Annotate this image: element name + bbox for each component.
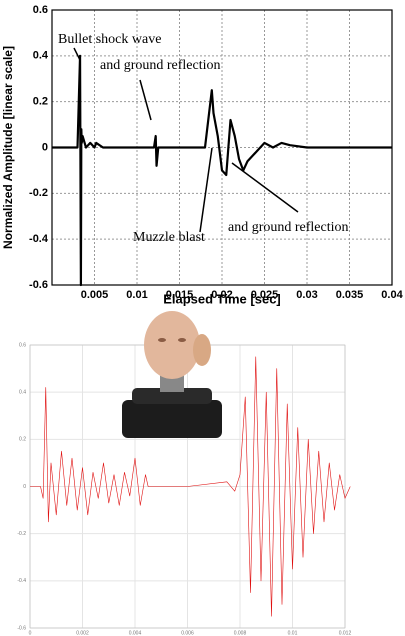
y-tick-label: 0.4 [19, 389, 26, 395]
head-simulator-image [122, 311, 222, 438]
annotation: Bullet shock wave [58, 32, 161, 47]
x-tick-label: 0.02 [211, 289, 232, 301]
x-tick-label: 0.025 [251, 289, 279, 301]
x-tick-label: 0.006 [181, 630, 194, 636]
data-line [52, 54, 392, 287]
x-tick-label: 0.015 [166, 289, 194, 301]
x-axis-label: Elapsed Time [sec] [163, 291, 281, 306]
y-tick-label: 0.6 [19, 342, 26, 348]
y-tick-label: 0.4 [33, 50, 49, 62]
annotation: Muzzle blast [133, 230, 205, 245]
y-tick-label: -0.4 [29, 233, 49, 245]
y-tick-label: -0.6 [17, 625, 26, 631]
annotation: and ground reflection [228, 220, 349, 235]
ear [193, 334, 211, 366]
x-tick-label: 0.008 [234, 630, 247, 636]
x-tick-label: 0.002 [76, 630, 89, 636]
y-tick-label: 0 [23, 484, 26, 490]
y-tick-label: 0.6 [33, 4, 48, 16]
arrow [73, 47, 81, 61]
x-tick-label: 0.04 [381, 289, 403, 301]
x-tick-label: 0.012 [339, 630, 352, 636]
eye [158, 338, 166, 342]
y-tick-label: 0.2 [19, 437, 26, 443]
y-tick-label: -0.4 [17, 578, 26, 584]
y-axis-label: Normalized Amplitude [linear scale] [1, 46, 15, 249]
arrow [199, 147, 213, 233]
x-tick-label: 0.005 [81, 289, 109, 301]
x-tick-label: 0.035 [336, 289, 364, 301]
y-tick-label: 0.2 [33, 96, 48, 108]
x-tick-label: 0.004 [129, 630, 142, 636]
arrow [139, 79, 152, 121]
y-tick-label: -0.2 [29, 187, 48, 199]
head [144, 311, 200, 379]
eye [178, 338, 186, 342]
x-tick-label: 0.01 [126, 289, 147, 301]
device-top [132, 388, 212, 404]
device-base [122, 400, 222, 438]
data-line [30, 356, 351, 617]
annotation-arrows [73, 47, 299, 233]
arrow [231, 162, 299, 213]
annotation: and ground reflection [100, 58, 221, 73]
x-tick-label: 0 [29, 630, 32, 636]
y-tick-label: 0 [42, 141, 48, 153]
x-tick-label: 0.01 [288, 630, 298, 636]
y-tick-label: -0.2 [17, 531, 26, 537]
x-tick-label: 0.03 [296, 289, 317, 301]
y-tick-label: -0.6 [29, 279, 48, 291]
